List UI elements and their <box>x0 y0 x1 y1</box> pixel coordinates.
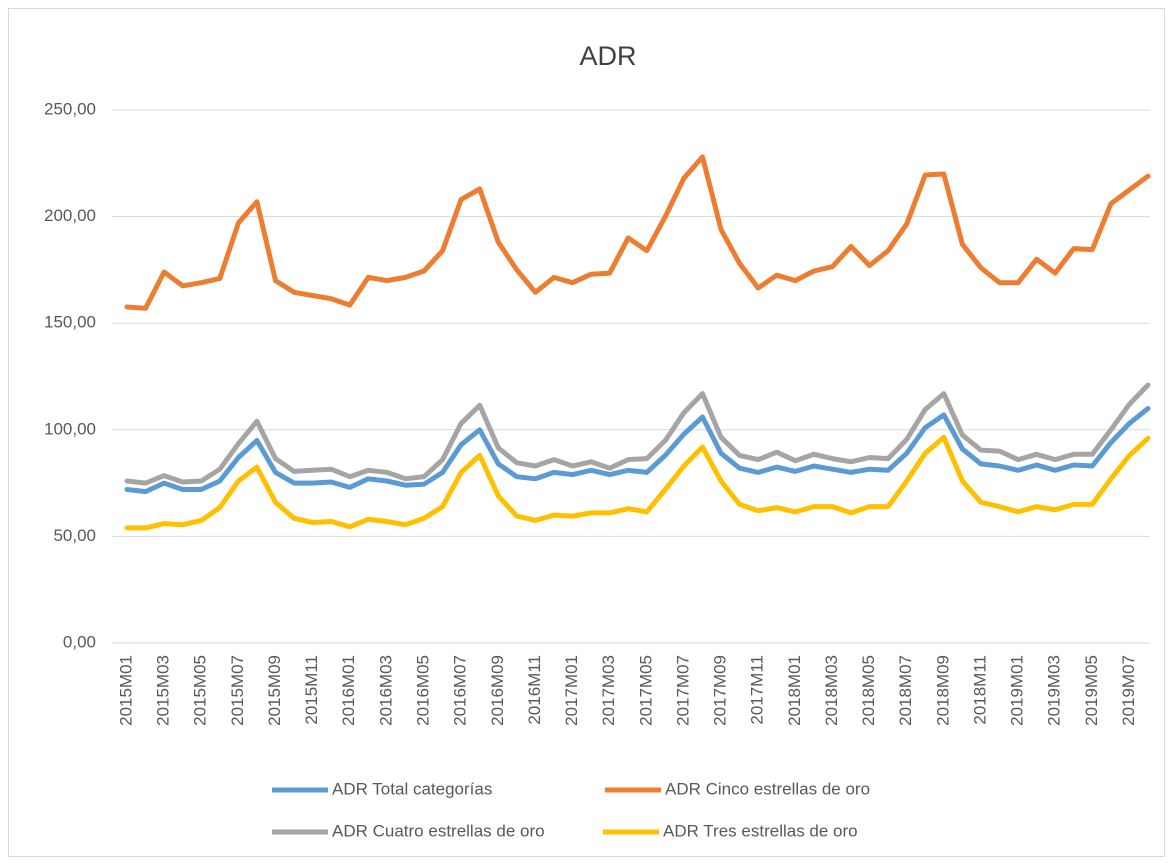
x-tick-label: 2016M03 <box>376 655 395 726</box>
x-tick-label: 2015M03 <box>154 655 173 726</box>
x-tick-label: 2016M07 <box>451 655 470 726</box>
legend-label: ADR Tres estrellas de oro <box>663 821 858 840</box>
x-tick-label: 2018M03 <box>822 655 841 726</box>
x-tick-label: 2016M05 <box>414 655 433 726</box>
x-tick-label: 2017M01 <box>562 655 581 726</box>
series-line <box>124 382 1151 486</box>
x-tick-label: 2019M07 <box>1119 655 1138 726</box>
x-tick-label: 2017M09 <box>711 655 730 726</box>
legend-label: ADR Cinco estrellas de oro <box>665 779 870 798</box>
y-tick-label: 100,00 <box>44 419 96 438</box>
x-tick-label: 2019M03 <box>1045 655 1064 726</box>
y-tick-label: 250,00 <box>44 99 96 118</box>
legend-label: ADR Total categorías <box>332 779 492 798</box>
x-tick-label: 2019M05 <box>1082 655 1101 726</box>
x-tick-label: 2015M05 <box>191 655 210 726</box>
x-tick-label: 2015M09 <box>265 655 284 726</box>
x-tick-label: 2019M01 <box>1008 655 1027 726</box>
x-tick-label: 2017M07 <box>673 655 692 726</box>
legend-label: ADR Cuatro estrellas de oro <box>332 821 545 840</box>
x-tick-label: 2016M09 <box>488 655 507 726</box>
x-tick-label: 2015M07 <box>228 655 247 726</box>
y-tick-label: 200,00 <box>44 206 96 225</box>
x-tick-label: 2018M07 <box>896 655 915 726</box>
x-tick-label: 2018M09 <box>933 655 952 726</box>
x-tick-label: 2016M11 <box>525 655 544 725</box>
x-tick-label: 2018M01 <box>785 655 804 726</box>
x-tick-label: 2015M01 <box>116 655 135 726</box>
x-tick-label: 2018M05 <box>859 655 878 726</box>
x-tick-label: 2017M03 <box>599 655 618 726</box>
x-tick-label: 2017M05 <box>636 655 655 726</box>
chart-title: ADR <box>579 41 636 71</box>
x-tick-label: 2018M11 <box>970 655 989 725</box>
y-tick-label: 150,00 <box>44 313 96 332</box>
series-line <box>124 434 1151 531</box>
series-line <box>124 406 1151 495</box>
series-line <box>124 154 1151 311</box>
y-tick-label: 50,00 <box>53 526 96 545</box>
y-tick-label: 0,00 <box>63 632 96 651</box>
x-tick-label: 2016M01 <box>339 655 358 726</box>
chart-border <box>8 8 1165 857</box>
x-tick-label: 2015M11 <box>302 655 321 725</box>
x-tick-label: 2017M11 <box>748 655 767 725</box>
